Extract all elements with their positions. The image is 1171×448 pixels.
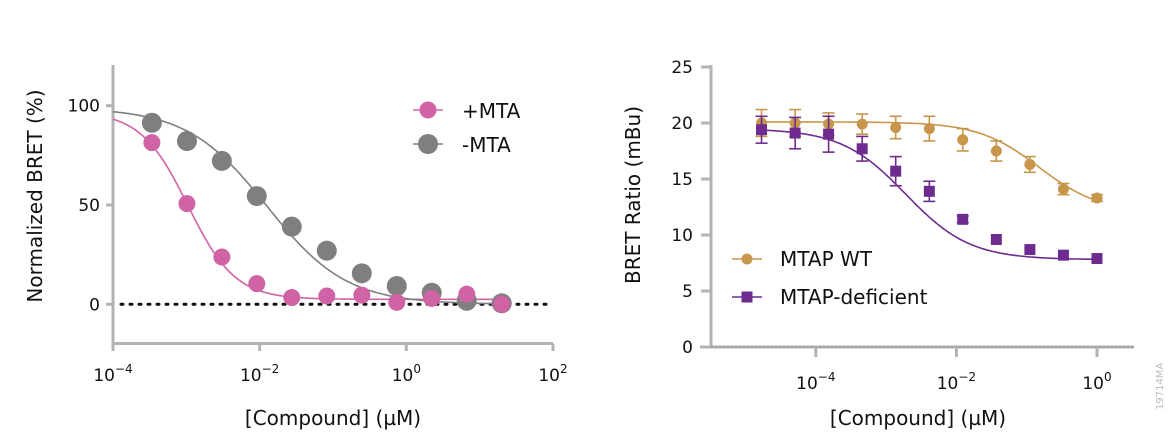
data-point-plus-mta: [178, 195, 196, 213]
data-point-plus-mta: [283, 289, 301, 307]
data-point-plus-mta: [213, 248, 231, 266]
data-point-mtap-deficient: [756, 124, 768, 136]
watermark: 19714MA: [1155, 363, 1166, 410]
data-point-mtap-wt: [1057, 183, 1069, 195]
data-point-mtap-wt: [890, 121, 902, 133]
tick-label: 10: [671, 226, 693, 246]
tick-label: 15: [671, 170, 693, 190]
data-point-minus-mta: [141, 112, 162, 133]
data-point-mtap-deficient: [1024, 244, 1036, 256]
tick-label: 10−2: [937, 370, 976, 394]
data-point-minus-mta: [351, 263, 372, 284]
data-point-minus-mta: [316, 240, 337, 261]
tick-label: 20: [671, 114, 693, 134]
data-point-minus-mta: [176, 131, 197, 152]
tick-label: 100: [392, 362, 421, 386]
data-point-mtap-deficient: [823, 128, 835, 140]
data-point-plus-mta: [353, 286, 371, 304]
data-point-mtap-wt: [856, 118, 868, 130]
tick-label: 0: [682, 338, 693, 358]
data-point-plus-mta: [493, 295, 511, 313]
legend-label: MTAP-deficient: [780, 285, 928, 309]
tick-label: 10−2: [240, 362, 279, 386]
data-point-mtap-deficient: [1057, 249, 1069, 261]
data-point-plus-mta: [423, 289, 441, 307]
tick-label: 10−4: [796, 370, 835, 394]
data-point-mtap-deficient: [789, 127, 801, 139]
data-point-plus-mta: [248, 275, 266, 293]
tick-label: 100: [68, 97, 100, 117]
tick-label: 5: [682, 282, 693, 302]
data-point-minus-mta: [246, 186, 267, 207]
data-point-plus-mta: [458, 285, 476, 303]
tick-label: 100: [1082, 370, 1111, 394]
legend-marker: [418, 134, 438, 154]
data-point-mtap-deficient: [1091, 253, 1103, 265]
x-axis-title: [Compound] (µM): [245, 406, 421, 430]
legend-marker: [741, 291, 753, 303]
data-point-mtap-wt: [957, 134, 969, 146]
data-point-mtap-deficient: [923, 185, 935, 197]
legend-label: +MTA: [462, 99, 521, 123]
data-point-minus-mta: [386, 276, 407, 297]
legend-label: -MTA: [462, 133, 511, 157]
left-chart: 0 50 100 10−4 10−2 100 102 [Compound] (µM) Norma…: [23, 65, 568, 430]
data-point-mtap-deficient: [990, 233, 1002, 245]
tick-label: 10−4: [93, 362, 132, 386]
data-point-mtap-wt: [1091, 192, 1103, 204]
data-point-plus-mta: [388, 293, 406, 311]
data-point-mtap-wt: [990, 145, 1002, 157]
legend-label: MTAP WT: [780, 247, 873, 271]
x-axis-title: [Compound] (µM): [830, 406, 1006, 430]
data-point-mtap-wt: [923, 123, 935, 135]
fit-curve-minus-mta: [112, 110, 503, 305]
legend-marker: [741, 253, 753, 265]
data-point-mtap-deficient: [890, 165, 902, 177]
y-axis-title: BRET Ratio (mBu): [621, 106, 645, 284]
data-point-plus-mta: [318, 287, 336, 305]
data-point-plus-mta: [143, 134, 161, 152]
legend-marker: [419, 101, 437, 119]
tick-label: 102: [538, 362, 567, 386]
tick-label: 0: [89, 295, 100, 315]
right-chart: 0 5 10 15 20 25 10−4 10−2 100 [Compound] (µM) BRET…: [621, 58, 1134, 430]
y-axis-title: Normalized BRET (%): [23, 89, 47, 302]
data-point-minus-mta: [281, 216, 302, 237]
tick-label: 25: [671, 58, 693, 78]
tick-label: 50: [78, 196, 100, 216]
data-point-mtap-wt: [1024, 158, 1036, 170]
fit-curve-plus-mta: [112, 118, 503, 301]
data-point-minus-mta: [211, 150, 232, 171]
data-point-mtap-deficient: [957, 213, 969, 225]
data-point-mtap-deficient: [856, 143, 868, 155]
fit-curve-mtap-deficient: [761, 129, 1097, 261]
